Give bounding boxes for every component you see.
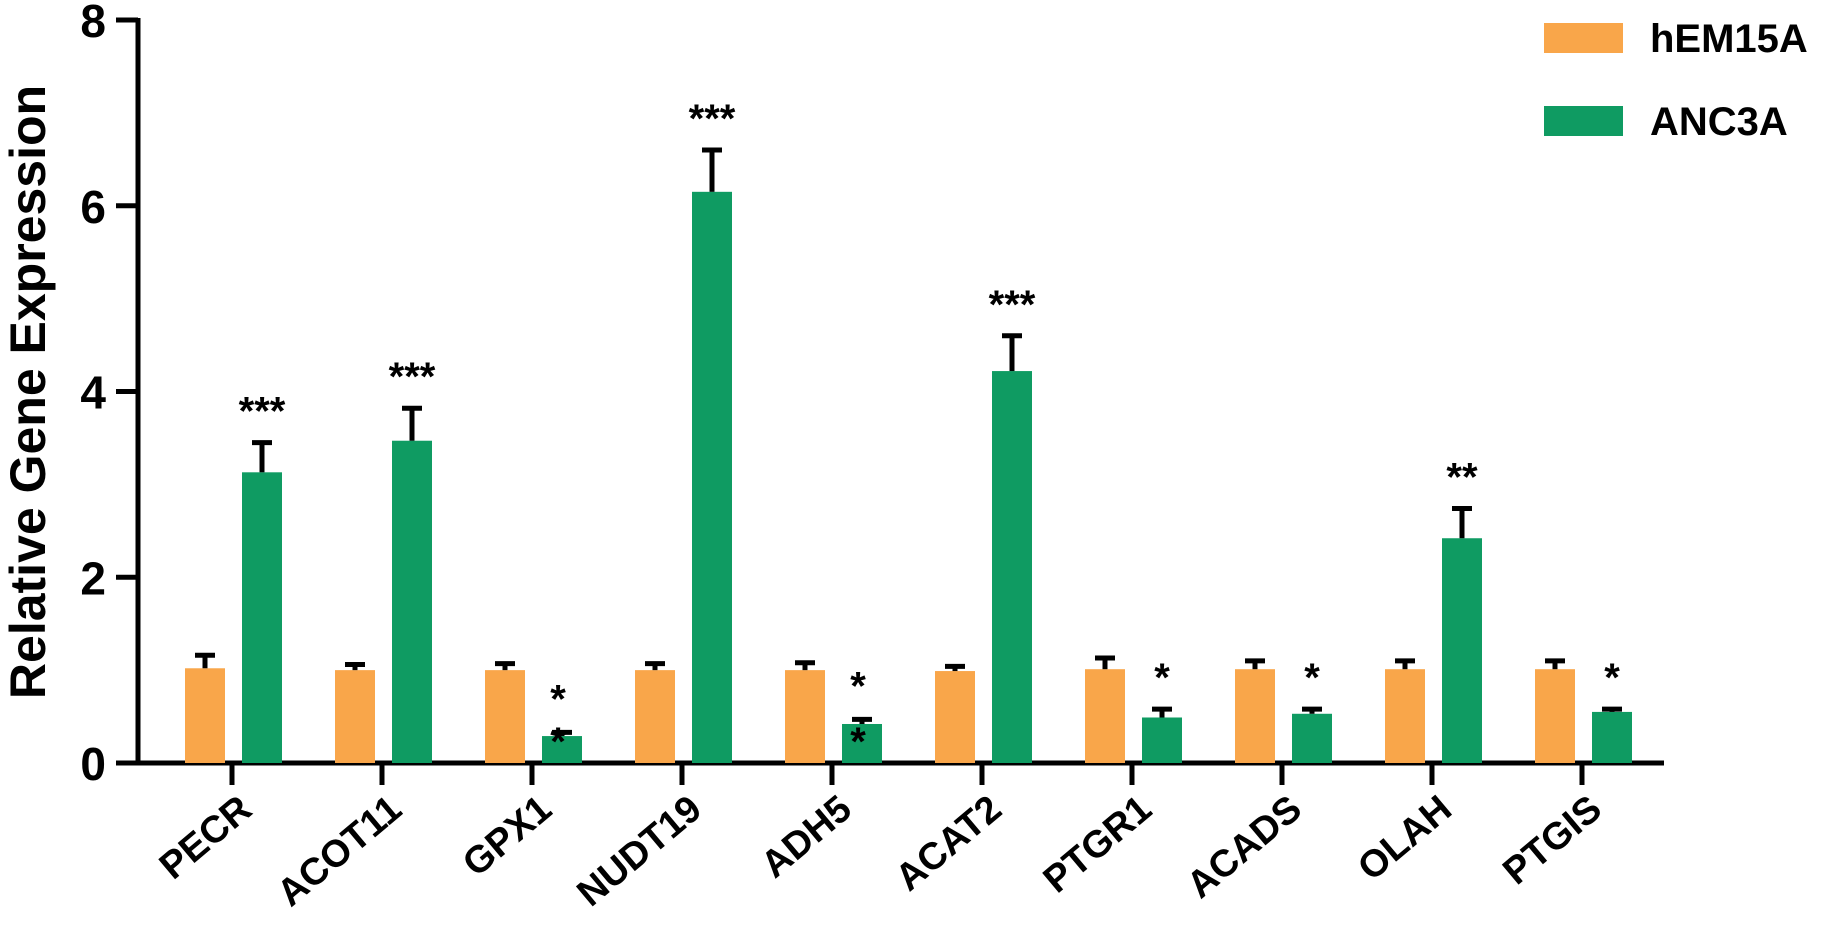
- significance-label: *: [550, 677, 566, 721]
- significance-label: *: [850, 664, 866, 708]
- significance-label: *: [1304, 656, 1320, 700]
- bar-hEM15A-GPX1: [485, 670, 525, 763]
- bar-hEM15A-ACOT11: [335, 670, 375, 763]
- significance-label: ***: [239, 390, 286, 434]
- y-tick-label: 6: [80, 181, 106, 233]
- bar-ANC3A-GPX1: [542, 736, 582, 763]
- y-tick-label: 0: [80, 738, 106, 790]
- significance-label: *: [550, 720, 566, 764]
- bar-hEM15A-ADH5: [785, 670, 825, 763]
- category-labels: PECR ACOT11 GPX1 NUDT19 ADH5 ACAT2 PTGR1 ACADS O…: [152, 788, 1610, 915]
- bar-ANC3A-ADH5: [842, 723, 882, 763]
- bar-hEM15A-ACAT2: [935, 671, 975, 763]
- significance-label: *: [850, 720, 866, 764]
- x-tick-label: PECR: [152, 788, 260, 888]
- legend: hEM15A ANC3A: [1544, 17, 1808, 144]
- y-tick-label: 8: [80, 0, 106, 47]
- y-tick-label: 4: [80, 367, 106, 419]
- legend-swatch-hEM15A: [1544, 23, 1623, 53]
- x-tick-label: NUDT19: [570, 788, 710, 915]
- significance-label: *: [1154, 656, 1170, 700]
- bar-ANC3A-OLAH: [1442, 538, 1482, 763]
- y-tick-label: 2: [80, 552, 106, 604]
- bar-ANC3A-PECR: [242, 472, 282, 763]
- significance-label: ***: [989, 283, 1036, 327]
- x-tick-label: ADH5: [754, 788, 860, 887]
- x-tick-label: OLAH: [1350, 788, 1459, 889]
- bar-ANC3A-NUDT19: [692, 191, 732, 764]
- x-ticks: [229, 763, 1585, 785]
- x-tick-label: ACADS: [1179, 788, 1310, 907]
- significance-label: ***: [389, 355, 436, 399]
- y-ticks: 0 2 4 6 8: [80, 0, 138, 790]
- y-axis-title: Relative Gene Expression: [0, 85, 56, 699]
- bar-ANC3A-PTGR1: [1142, 717, 1182, 763]
- significance-label: ***: [689, 97, 736, 141]
- bar-hEM15A-PTGIS: [1535, 669, 1575, 763]
- x-tick-label: ACOT11: [270, 788, 410, 915]
- bar-ANC3A-ACAT2: [992, 371, 1032, 763]
- x-tick-label: PTGIS: [1495, 788, 1609, 893]
- legend-label-hEM15A: hEM15A: [1650, 17, 1808, 61]
- bar-hEM15A-ACADS: [1235, 669, 1275, 763]
- bar-ANC3A-ACOT11: [392, 440, 432, 763]
- bar-hEM15A-PTGR1: [1085, 669, 1125, 763]
- axes: 0 2 4 6 8: [80, 0, 1664, 790]
- x-tick-label: ACAT2: [888, 788, 1010, 900]
- bar-ANC3A-ACADS: [1292, 713, 1332, 763]
- legend-swatch-ANC3A: [1544, 106, 1623, 136]
- bar-hEM15A-OLAH: [1385, 669, 1425, 763]
- significance-label: **: [1446, 456, 1478, 500]
- x-tick-label: PTGR1: [1036, 788, 1160, 902]
- bar-hEM15A-PECR: [185, 668, 225, 763]
- legend-label-ANC3A: ANC3A: [1650, 100, 1788, 144]
- bar-hEM15A-NUDT19: [635, 670, 675, 763]
- significance-label: *: [1604, 656, 1620, 700]
- bars: ***************** ****: [185, 97, 1632, 764]
- x-tick-label: GPX1: [455, 788, 560, 885]
- bar-ANC3A-PTGIS: [1592, 711, 1632, 763]
